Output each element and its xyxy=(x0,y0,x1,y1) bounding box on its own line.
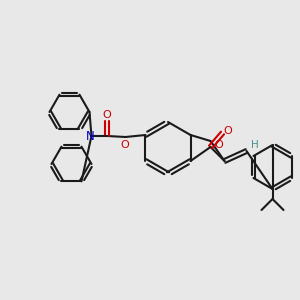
Text: N: N xyxy=(86,130,95,143)
Text: H: H xyxy=(250,140,258,150)
Text: O: O xyxy=(223,126,232,136)
Text: O: O xyxy=(120,140,129,150)
Text: O: O xyxy=(214,140,223,150)
Text: O: O xyxy=(102,110,111,120)
